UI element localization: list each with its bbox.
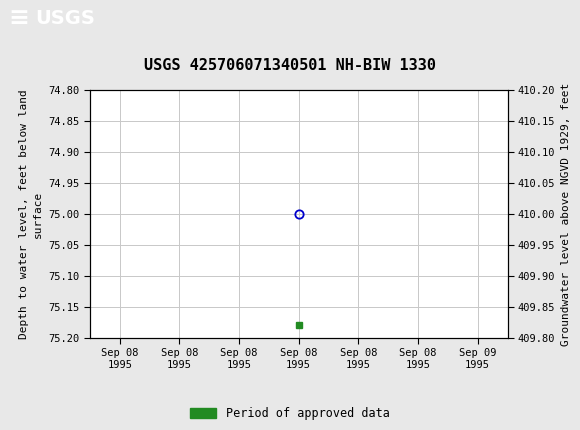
Legend: Period of approved data: Period of approved data — [190, 407, 390, 420]
Y-axis label: Depth to water level, feet below land
surface: Depth to water level, feet below land su… — [20, 89, 43, 339]
Text: USGS 425706071340501 NH-BIW 1330: USGS 425706071340501 NH-BIW 1330 — [144, 58, 436, 73]
Y-axis label: Groundwater level above NGVD 1929, feet: Groundwater level above NGVD 1929, feet — [561, 82, 571, 346]
Text: ≡: ≡ — [9, 6, 30, 30]
Text: USGS: USGS — [35, 9, 95, 28]
